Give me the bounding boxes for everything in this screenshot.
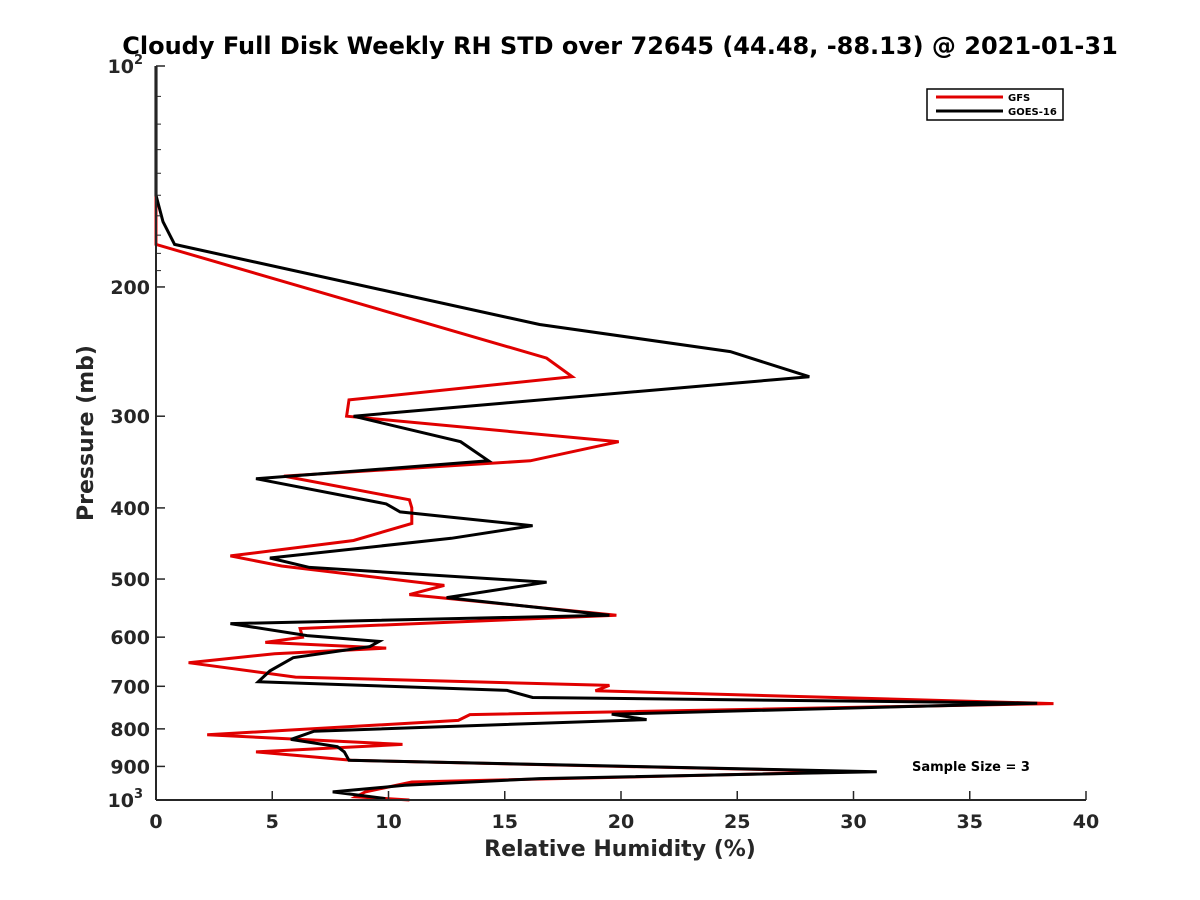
y-tick-label: 700 <box>110 676 150 698</box>
legend-label-gfs: GFS <box>1008 93 1030 104</box>
y-tick-label: 500 <box>110 569 150 591</box>
chart-title: Cloudy Full Disk Weekly RH STD over 7264… <box>122 32 1118 60</box>
x-axis-label: Relative Humidity (%) <box>484 837 756 862</box>
x-tick-label: 25 <box>724 811 750 833</box>
x-tick-label: 5 <box>266 811 279 833</box>
sample-size-annotation: Sample Size = 3 <box>912 760 1030 775</box>
y-tick-label: 600 <box>110 627 150 649</box>
y-tick-label: 400 <box>110 498 150 520</box>
legend: GFS GOES-16 <box>926 88 1064 121</box>
x-tick-label: 35 <box>957 811 983 833</box>
x-tick-label: 40 <box>1073 811 1099 833</box>
plot-lines <box>154 66 1054 802</box>
legend-label-goes16: GOES-16 <box>1008 107 1057 118</box>
x-tick-label: 20 <box>608 811 634 833</box>
legend-box <box>926 88 1064 121</box>
x-tick-label: 30 <box>840 811 866 833</box>
y-tick-label: 900 <box>110 756 150 778</box>
x-tick-label: 10 <box>375 811 401 833</box>
x-tick-label: 15 <box>492 811 518 833</box>
y-tick-label: 800 <box>110 719 150 741</box>
y-axis-label: Pressure (mb) <box>74 345 99 521</box>
y-tick-label: 300 <box>110 406 150 428</box>
x-tick-label: 0 <box>149 811 162 833</box>
series-line-goes-16 <box>154 66 1038 800</box>
axes: 0 5 10 15 20 25 30 35 40 102 200 300 400 500 600 700 800… <box>108 53 1100 833</box>
series-line-gfs <box>154 66 1054 802</box>
y-tick-label: 103 <box>108 787 144 812</box>
y-tick-label: 102 <box>108 53 144 78</box>
y-tick-label: 200 <box>110 277 150 299</box>
